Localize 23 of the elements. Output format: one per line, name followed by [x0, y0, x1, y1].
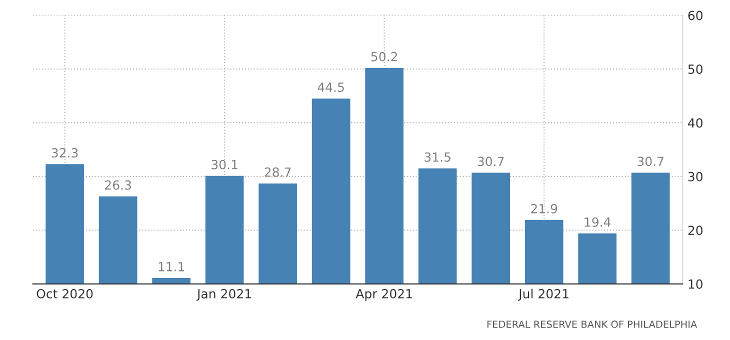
x-tick-label: Oct 2020 [36, 288, 93, 298]
data-label: 19.4 [584, 217, 611, 227]
data-label: 28.7 [264, 167, 291, 177]
data-label: 32.3 [52, 148, 78, 158]
data-label: 26.3 [105, 180, 131, 190]
data-label: 21.9 [531, 204, 558, 214]
x-tick-label: Jul 2021 [518, 288, 568, 301]
y-tick-label: 60 [688, 10, 702, 20]
y-tick-label: 10 [688, 279, 702, 289]
data-label: 30.7 [478, 156, 504, 166]
x-tick-label: Jan 2021 [196, 288, 251, 301]
data-label: 50.2 [371, 52, 397, 62]
data-label: 11.1 [158, 262, 184, 272]
y-tick-label: 30 [688, 172, 702, 182]
y-tick-label: 50 [688, 64, 702, 74]
y-tick-label: 40 [688, 118, 702, 128]
x-tick-label: Apr 2021 [356, 288, 412, 301]
data-label: 44.5 [318, 82, 344, 92]
data-label: 30.1 [212, 160, 238, 170]
y-tick-label: 20 [688, 226, 702, 236]
data-label: 31.5 [424, 152, 450, 162]
text: FEDERAL RESERVE BANK OF PHILADELPHIA [487, 320, 698, 328]
data-label: 30.7 [638, 156, 664, 166]
